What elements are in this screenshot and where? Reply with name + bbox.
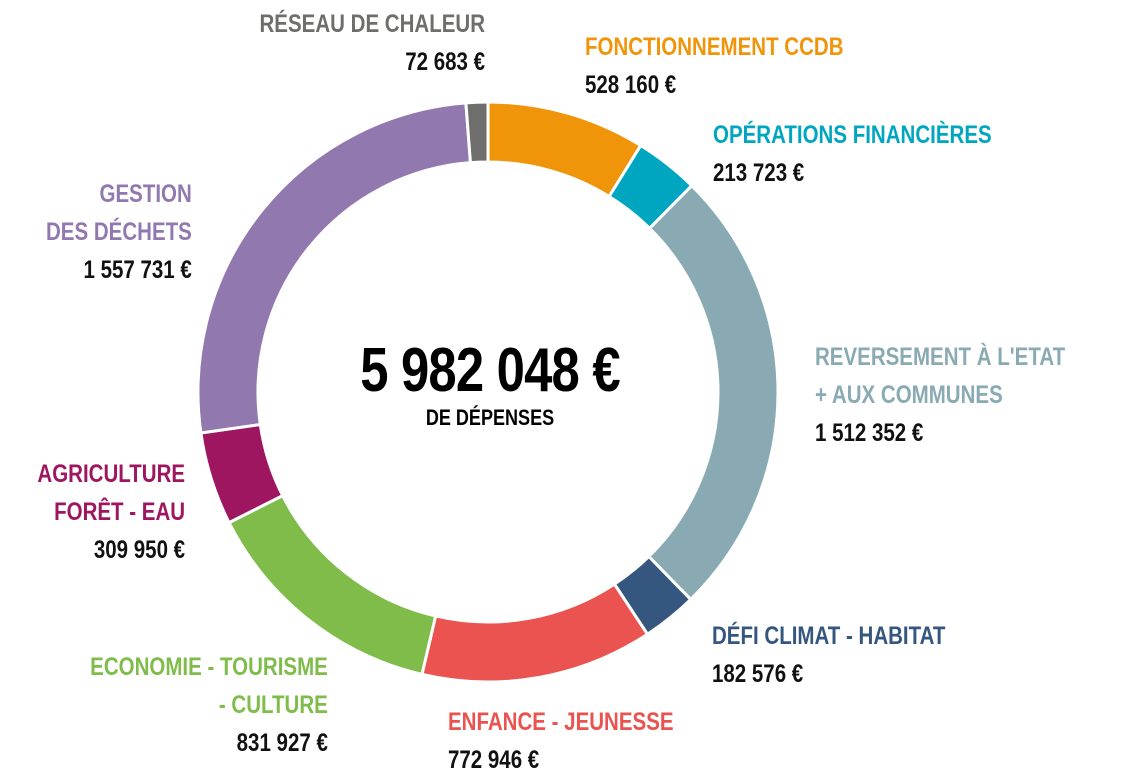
value-label: 72 683 €: [405, 48, 485, 76]
value-label: 831 927 €: [236, 729, 328, 757]
value-label: 1 557 731 €: [83, 256, 192, 284]
category-name: OPÉRATIONS FINANCIÈRES: [713, 121, 992, 149]
segment-label: AGRICULTURE FORÊT - EAU 309 950 €: [37, 455, 185, 569]
value-label: 528 160 €: [585, 71, 677, 99]
segment-label: GESTION DES DÉCHETS 1 557 731 €: [46, 175, 192, 289]
value-label: 772 946 €: [448, 746, 540, 774]
value-label: 309 950 €: [93, 536, 185, 564]
donut-segment: [420, 582, 650, 684]
value-label: 182 576 €: [712, 660, 804, 688]
category-name: RÉSEAU DE CHALEUR: [259, 10, 485, 38]
donut-segment: [464, 100, 490, 165]
donut-segment: [646, 183, 780, 602]
category-name: AGRICULTURE FORÊT - EAU: [37, 460, 185, 526]
segment-label: OPÉRATIONS FINANCIÈRES 213 723 €: [713, 116, 992, 192]
segment-label: ENFANCE - JEUNESSE 772 946 €: [448, 703, 674, 776]
value-label: 1 512 352 €: [815, 419, 924, 447]
category-name: ECONOMIE - TOURISME - CULTURE: [90, 653, 328, 719]
segment-label: FONCTIONNEMENT CCDB 528 160 €: [585, 28, 844, 104]
center-subtitle: DE DÉPENSES: [425, 405, 555, 430]
value-label: 213 723 €: [713, 159, 805, 187]
category-name: FONCTIONNEMENT CCDB: [585, 33, 844, 61]
center-total: 5 982 048 €: [360, 336, 620, 405]
category-name: ENFANCE - JEUNESSE: [448, 708, 674, 736]
category-name: DÉFI CLIMAT - HABITAT: [712, 622, 946, 650]
segment-label: RÉSEAU DE CHALEUR 72 683 €: [259, 5, 485, 81]
category-name: REVERSEMENT À L'ETAT + AUX COMMUNES: [815, 343, 1066, 409]
segment-label: ECONOMIE - TOURISME - CULTURE 831 927 €: [90, 648, 328, 762]
segment-label: DÉFI CLIMAT - HABITAT 182 576 €: [712, 617, 945, 693]
segment-label: REVERSEMENT À L'ETAT + AUX COMMUNES 1 512…: [815, 338, 1065, 452]
category-name: GESTION DES DÉCHETS: [46, 180, 192, 246]
